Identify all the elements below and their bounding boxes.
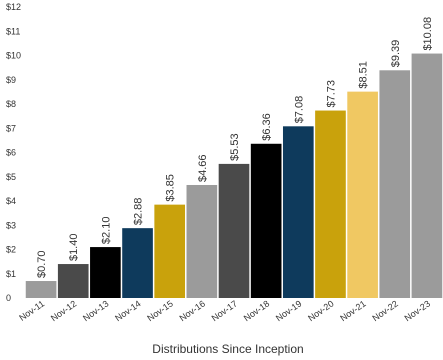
y-tick-label: $7 xyxy=(6,123,16,133)
y-tick-label: 0 xyxy=(6,293,11,303)
data-label: $2.10 xyxy=(100,217,112,245)
bar xyxy=(154,204,186,298)
bar xyxy=(90,247,121,298)
data-label: $8.51 xyxy=(358,61,370,89)
data-label: $0.70 xyxy=(36,250,48,278)
x-tick-label: Nov-20 xyxy=(306,298,336,323)
y-tick-label: $3 xyxy=(6,220,16,230)
data-label: $6.36 xyxy=(261,113,273,141)
bar xyxy=(379,70,411,298)
bar xyxy=(218,163,250,298)
y-tick-label: $12 xyxy=(6,2,21,12)
x-tick-label: Nov-12 xyxy=(49,298,79,323)
data-label: $4.66 xyxy=(197,154,209,182)
bar xyxy=(282,126,314,298)
x-tick-label: Nov-14 xyxy=(113,298,143,323)
bar xyxy=(347,91,378,298)
data-label: $2.88 xyxy=(133,198,145,226)
data-label: $1.40 xyxy=(68,234,80,262)
data-label: $10.08 xyxy=(422,17,434,51)
y-axis: 0 $1 $2 $3 $4 $5 $6 $7 $8 $9 $10 $11 $12 xyxy=(6,2,21,303)
bar xyxy=(250,143,282,298)
x-tick-label: Nov-22 xyxy=(370,298,400,323)
x-axis-title: Distributions Since Inception xyxy=(152,342,303,356)
bar xyxy=(315,110,346,298)
y-tick-label: $6 xyxy=(6,148,16,158)
data-label: $3.85 xyxy=(165,174,177,202)
bar xyxy=(57,264,89,298)
y-tick-label: $8 xyxy=(6,99,16,109)
x-tick-label: Nov-11 xyxy=(17,298,46,322)
y-tick-label: $1 xyxy=(6,269,16,279)
data-label: $5.53 xyxy=(229,133,241,161)
bars xyxy=(25,53,443,299)
bar xyxy=(186,184,218,298)
y-tick-label: $5 xyxy=(6,172,16,182)
bar xyxy=(122,228,153,298)
y-tick-label: $9 xyxy=(6,75,16,85)
y-tick-label: $10 xyxy=(6,51,21,61)
x-tick-label: Nov-17 xyxy=(210,298,240,323)
data-labels: $0.70 $1.40 $2.10 $2.88 $3.85 $4.66 $5.53 $6.36… xyxy=(36,17,434,278)
bar xyxy=(25,281,57,298)
x-tick-label: Nov-15 xyxy=(145,298,175,323)
x-tick-label: Nov-16 xyxy=(177,298,207,323)
y-tick-label: $11 xyxy=(6,26,20,36)
data-label: $7.73 xyxy=(325,80,337,108)
bar xyxy=(411,53,443,299)
y-tick-label: $2 xyxy=(6,245,16,255)
x-axis: Nov-11 Nov-12 Nov-13 Nov-14 Nov-15 Nov-16 Nov-… xyxy=(17,298,432,323)
x-tick-label: Nov-19 xyxy=(274,298,304,323)
x-tick-label: Nov-23 xyxy=(403,298,433,323)
x-tick-label: Nov-13 xyxy=(81,298,111,323)
data-label: $9.39 xyxy=(390,40,402,68)
y-tick-label: $4 xyxy=(6,196,16,206)
x-tick-label: Nov-21 xyxy=(338,298,368,323)
x-tick-label: Nov-18 xyxy=(242,298,272,323)
data-label: $7.08 xyxy=(293,96,305,124)
